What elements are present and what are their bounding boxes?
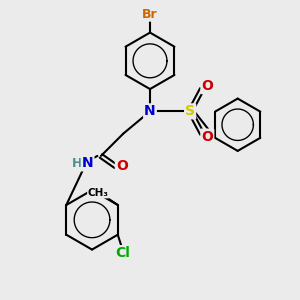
Text: H: H [72,157,83,170]
Text: N: N [144,104,156,118]
Text: O: O [201,130,213,144]
Text: N: N [82,156,93,170]
Text: O: O [116,159,128,173]
Text: Br: Br [142,8,158,21]
Text: CH₃: CH₃ [88,188,109,197]
Text: Cl: Cl [115,246,130,260]
Text: O: O [201,79,213,93]
Text: S: S [185,104,195,118]
